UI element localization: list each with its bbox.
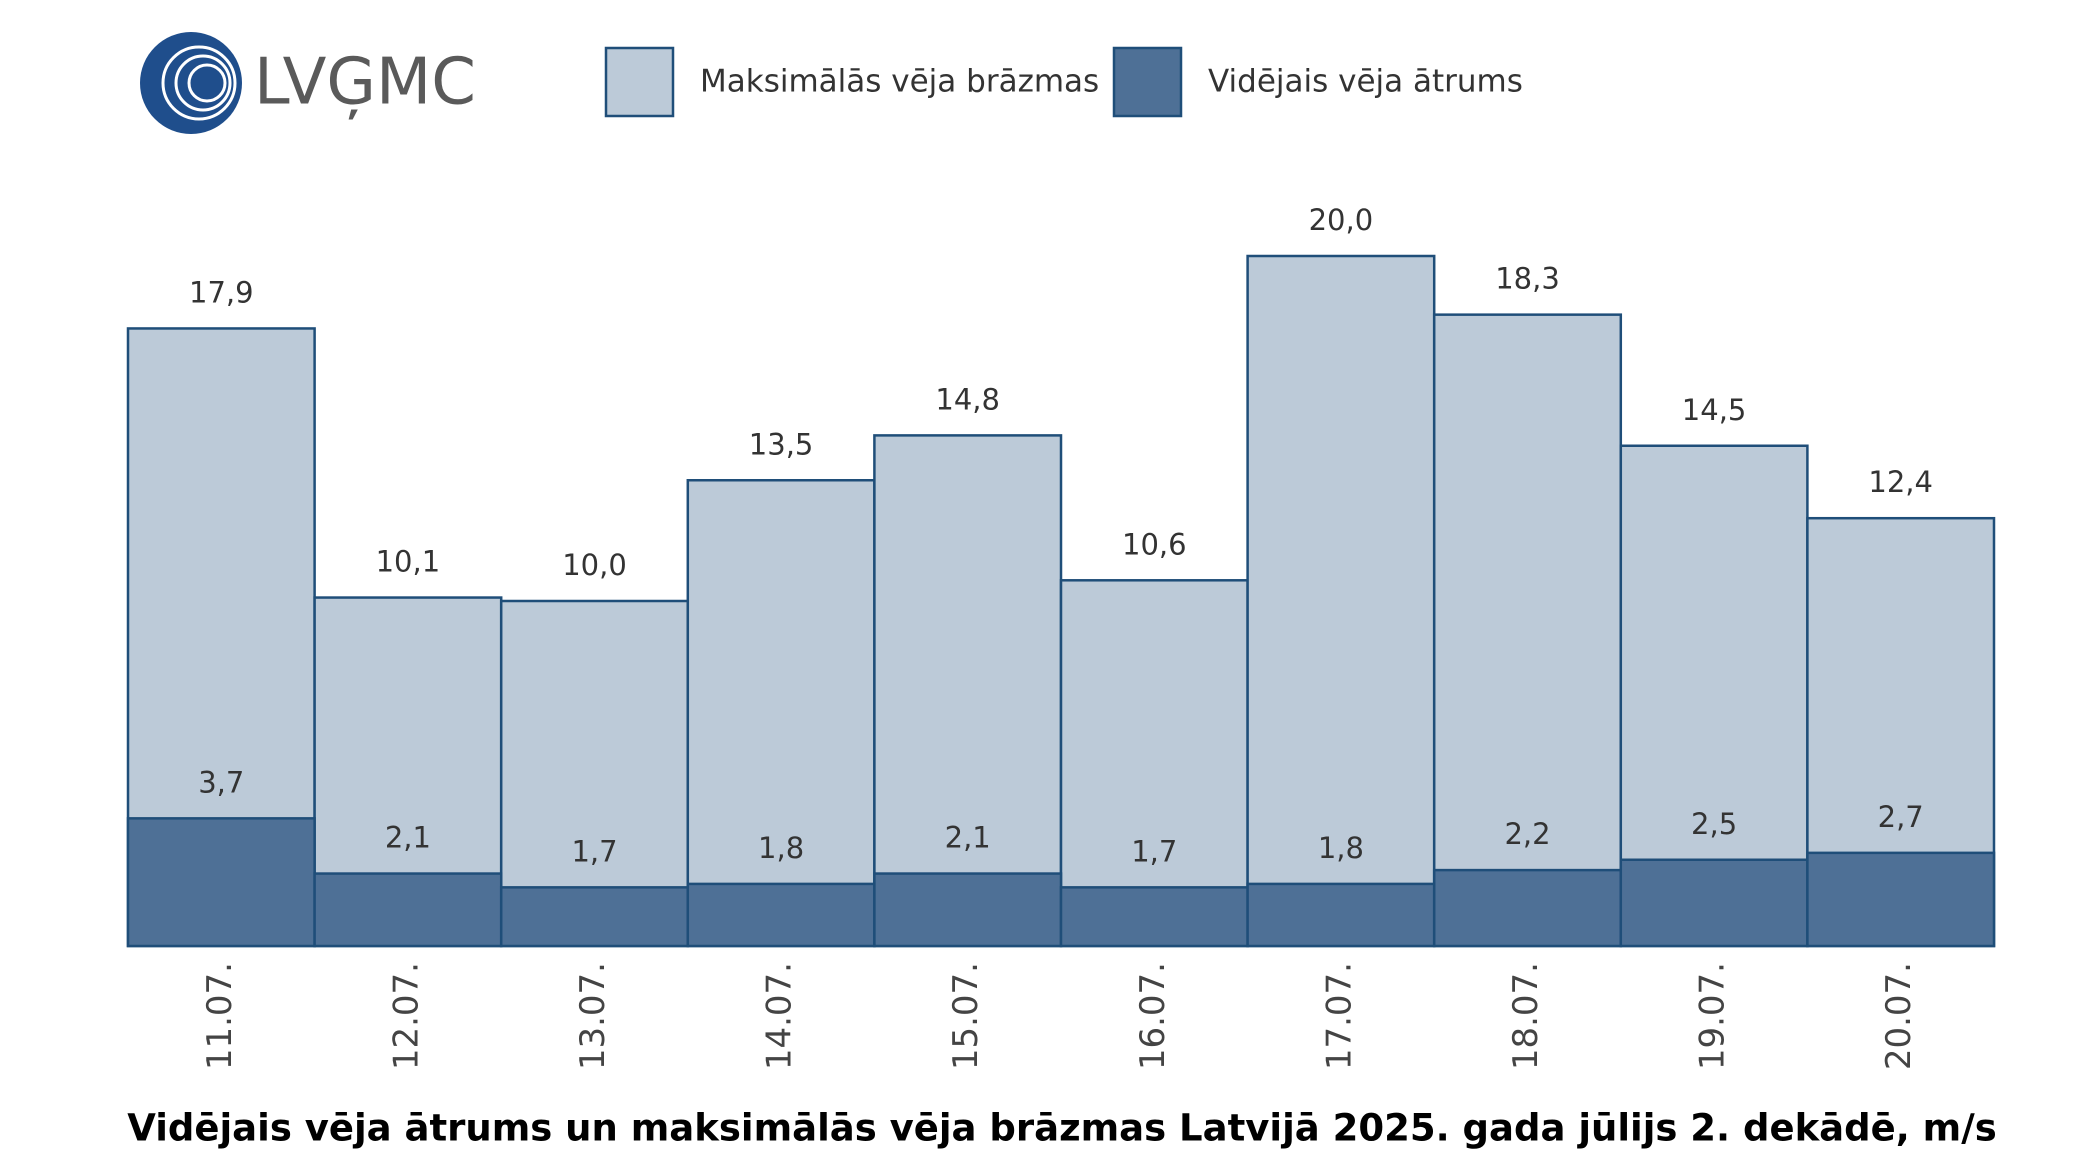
bar	[873, 434, 1063, 948]
bar	[126, 817, 316, 948]
value-label: 1,8	[1318, 831, 1364, 865]
value-label: 1,8	[758, 831, 804, 865]
bar	[1619, 858, 1809, 948]
logo-text: LVĢMC	[254, 46, 476, 120]
logo-ring	[187, 63, 227, 103]
logo-icon	[140, 32, 242, 134]
value-label: 14,5	[1682, 393, 1747, 427]
legend-label: Maksimālās vēja brāzmas	[700, 64, 1099, 100]
bar	[1432, 868, 1623, 948]
x-tick-label: 14.07.	[760, 962, 800, 1070]
bar	[313, 872, 503, 948]
legend-swatch	[1112, 46, 1183, 118]
value-label: 1,7	[1131, 834, 1177, 868]
bar	[499, 886, 690, 948]
value-label: 1,7	[571, 834, 617, 868]
logo-ring	[161, 45, 237, 121]
value-label: 10,1	[376, 545, 441, 579]
x-tick-label: 13.07.	[573, 962, 613, 1070]
value-label: 12,4	[1868, 465, 1933, 499]
logo: LVĢMC	[140, 32, 476, 134]
x-tick-label: 15.07.	[946, 962, 986, 1070]
value-label: 2,5	[1691, 807, 1737, 841]
x-tick-label: 17.07.	[1319, 962, 1359, 1070]
chart-title: Vidējais vēja ātrums un maksimālās vēja …	[127, 1107, 1997, 1150]
value-label: 2,2	[1504, 817, 1550, 851]
bar	[1432, 313, 1623, 948]
bar	[686, 882, 876, 948]
value-label: 3,7	[198, 765, 244, 799]
legend-swatch	[604, 46, 675, 118]
bar	[1059, 886, 1249, 948]
x-tick-label: 16.07.	[1133, 962, 1173, 1070]
logo-ring	[174, 54, 232, 112]
value-label: 20,0	[1309, 203, 1374, 237]
bar	[1246, 254, 1436, 948]
value-label: 13,5	[749, 427, 814, 461]
x-tick-label: 20.07.	[1879, 962, 1919, 1070]
value-label: 10,0	[562, 548, 627, 582]
value-label: 2,7	[1878, 800, 1924, 834]
legend-label: Vidējais vēja ātrums	[1208, 64, 1523, 100]
value-label: 18,3	[1495, 262, 1560, 296]
value-label: 2,1	[945, 821, 991, 855]
x-tick-label: 18.07.	[1506, 962, 1546, 1070]
bar	[686, 479, 876, 948]
value-label: 17,9	[189, 275, 254, 309]
x-tick-label: 12.07.	[386, 962, 426, 1070]
bar	[873, 872, 1063, 948]
value-label: 14,8	[935, 382, 1000, 416]
x-tick-label: 19.07.	[1693, 962, 1733, 1070]
bar	[1246, 882, 1436, 948]
value-label: 2,1	[385, 821, 431, 855]
x-tick-label: 11.07.	[200, 962, 240, 1070]
bar	[1806, 851, 1996, 948]
value-label: 10,6	[1122, 527, 1187, 561]
